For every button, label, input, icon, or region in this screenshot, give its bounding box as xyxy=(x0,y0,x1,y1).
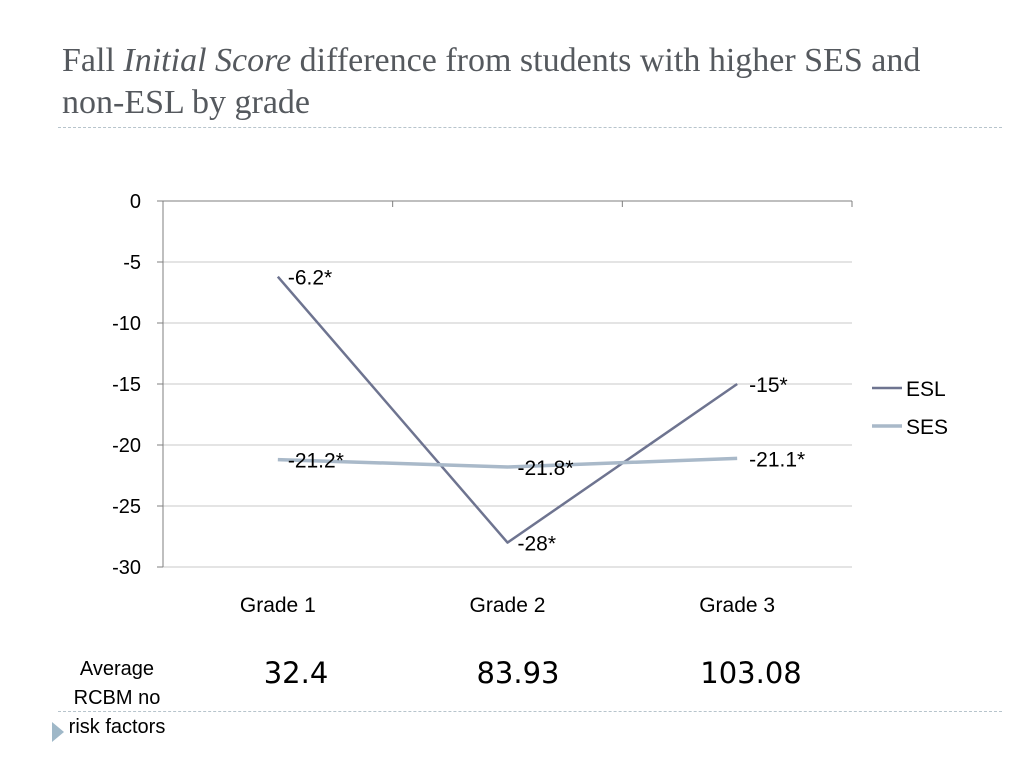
y-tick-label: 0 xyxy=(130,191,141,213)
triangle-bullet-icon xyxy=(52,722,64,742)
data-label-ses: -21.8* xyxy=(518,457,574,480)
data-label-esl: -15* xyxy=(749,374,788,397)
data-label-ses: -21.1* xyxy=(749,448,805,471)
y-tick-label: -20 xyxy=(112,435,141,457)
slide-title: Fall Initial Score difference from stude… xyxy=(62,40,982,124)
x-tick-label: Grade 1 xyxy=(240,594,316,617)
legend-label-esl: ESL xyxy=(906,378,946,401)
y-tick-label: -5 xyxy=(123,252,141,274)
y-tick-label: -30 xyxy=(112,557,141,579)
legend-label-ses: SES xyxy=(906,416,948,439)
title-italic: Initial Score xyxy=(123,42,292,79)
average-value-grade-1: 32.4 xyxy=(263,656,329,690)
average-value-grade-3: 103.08 xyxy=(700,656,802,690)
title-part2: difference from students with higher SES… xyxy=(62,42,921,121)
series-line-ses xyxy=(277,456,738,469)
average-label: Average RCBM no risk factors xyxy=(68,658,166,738)
data-label-ses: -21.2* xyxy=(288,450,344,473)
y-tick-label: -15 xyxy=(112,374,141,396)
y-tick-label: -25 xyxy=(112,496,141,518)
title-divider xyxy=(58,127,1002,128)
x-tick-label: Grade 3 xyxy=(699,594,775,617)
line-chart: 0 -5 -10 -15 -20 -25 -30 Grade 1 Grade 2 Grade 3 -… xyxy=(112,191,948,617)
average-value-grade-2: 83.93 xyxy=(476,656,560,690)
data-label-esl: -6.2* xyxy=(288,267,332,290)
x-tick-label: Grade 2 xyxy=(470,594,546,617)
y-tick-label: -10 xyxy=(112,313,141,335)
footer-divider xyxy=(58,711,1002,712)
title-part1: Fall xyxy=(62,42,124,79)
data-label-esl: -28* xyxy=(518,533,557,556)
series-line-esl xyxy=(276,275,738,544)
